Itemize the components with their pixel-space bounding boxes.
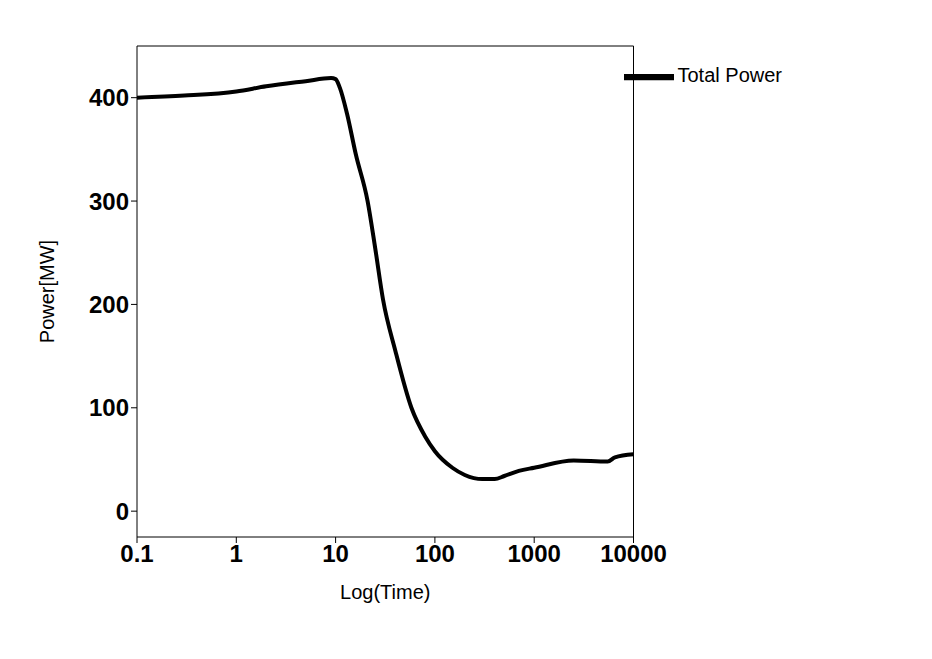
svg-text:10000: 10000 xyxy=(600,540,667,567)
svg-text:200: 200 xyxy=(89,291,129,318)
svg-text:400: 400 xyxy=(89,84,129,111)
svg-text:1000: 1000 xyxy=(508,540,561,567)
svg-text:1: 1 xyxy=(230,540,243,567)
svg-text:0: 0 xyxy=(116,498,129,525)
svg-text:10: 10 xyxy=(322,540,349,567)
svg-text:100: 100 xyxy=(415,540,455,567)
svg-text:0.1: 0.1 xyxy=(120,540,153,567)
html-text:Total Power: Total Power xyxy=(677,64,782,87)
svg-text:100: 100 xyxy=(89,394,129,421)
svg-text:300: 300 xyxy=(89,188,129,215)
svg-text:Log(Time): Log(Time) xyxy=(340,581,430,603)
svg-text:Power[MW]: Power[MW] xyxy=(36,240,58,343)
